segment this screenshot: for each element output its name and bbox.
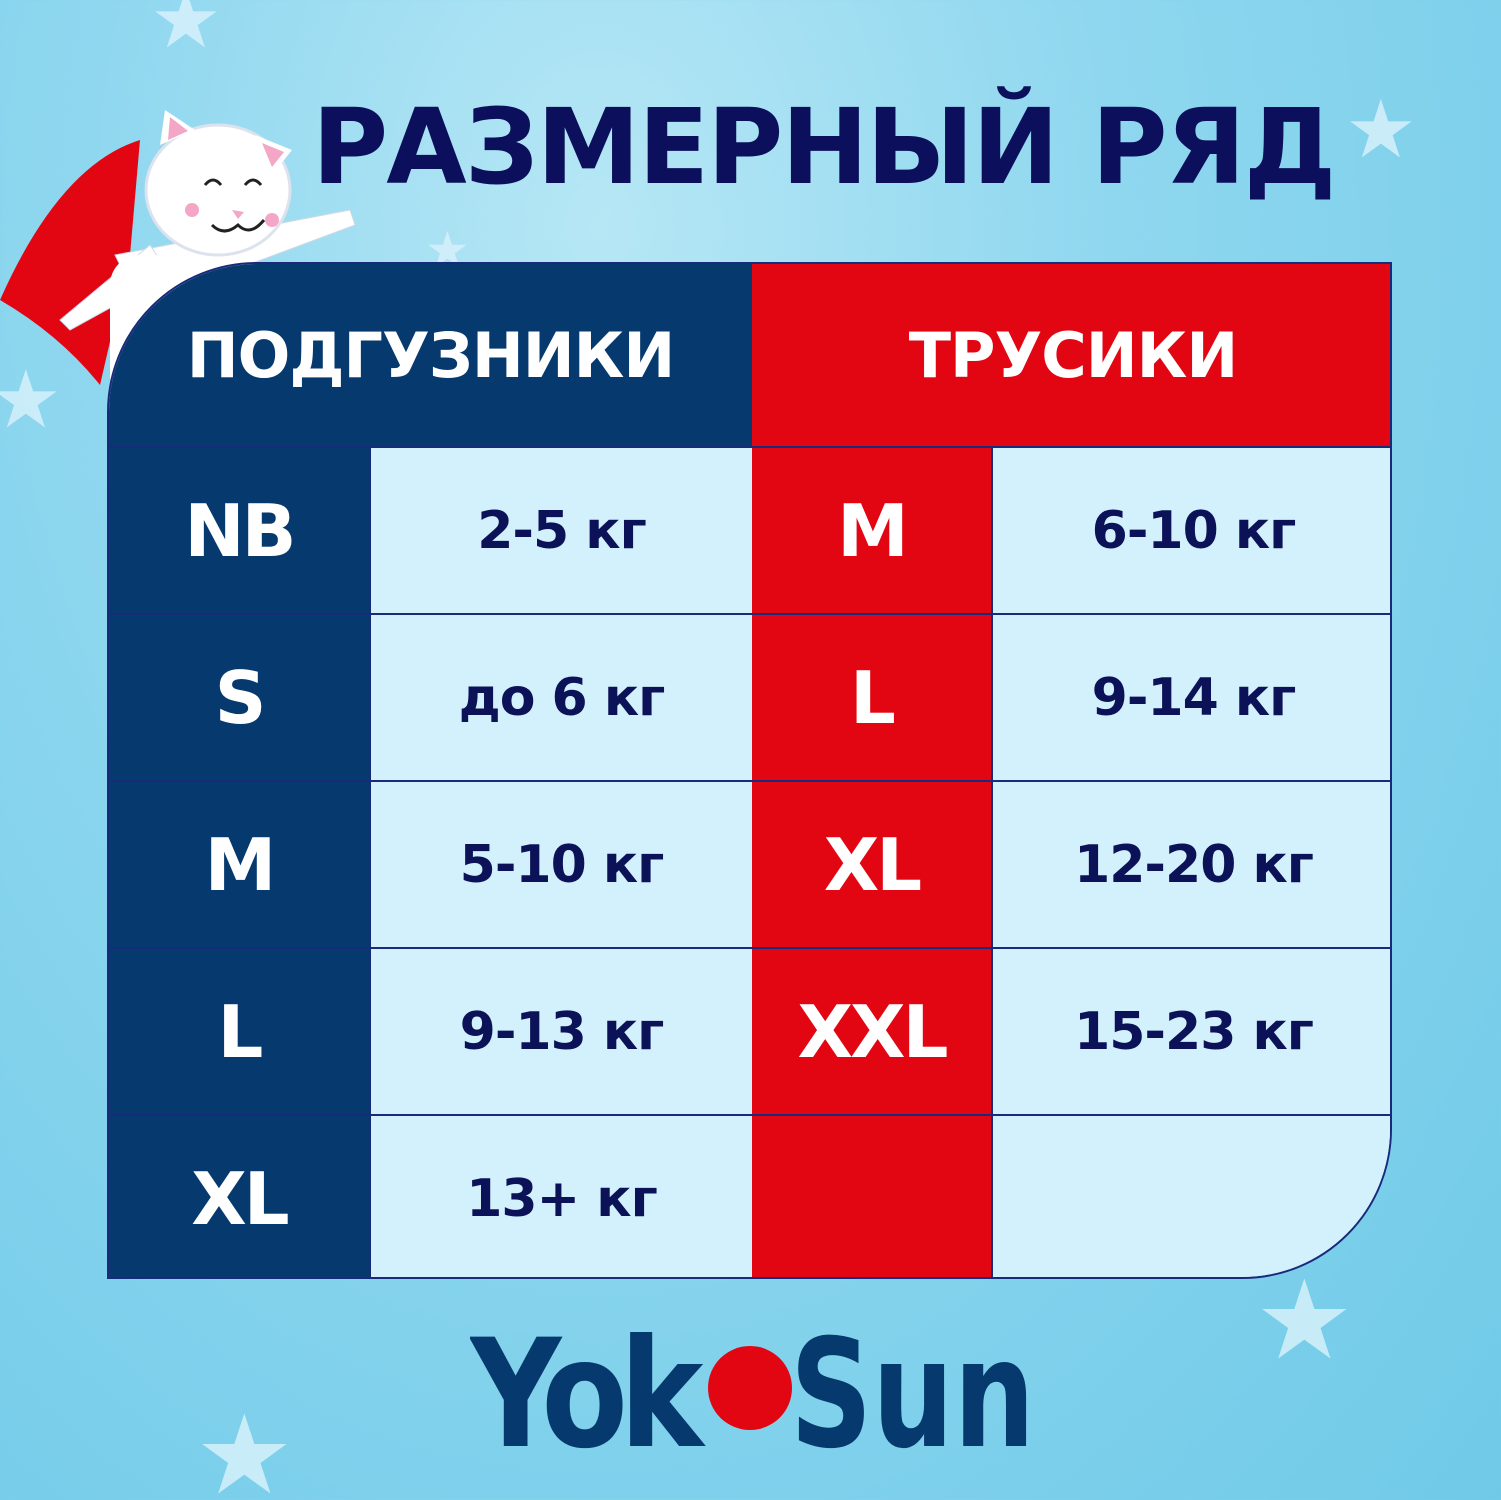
diaper-size: S xyxy=(109,613,369,780)
diaper-weight: 2-5 кг xyxy=(369,446,752,613)
pants-size-empty xyxy=(752,1114,991,1277)
pants-size: XXL xyxy=(752,947,991,1114)
diaper-weight: 13+ кг xyxy=(369,1114,752,1277)
pants-weight: 6-10 кг xyxy=(991,446,1390,613)
diaper-weight: 5-10 кг xyxy=(369,780,752,947)
pants-size: L xyxy=(752,613,991,780)
pants-weight-empty xyxy=(991,1114,1390,1277)
size-chart-table: ПОДГУЗНИКИ ТРУСИКИ NB 2-5 кг M 6-10 кг S… xyxy=(107,262,1392,1279)
star-icon: ★ xyxy=(195,1391,294,1500)
star-icon: ★ xyxy=(1345,83,1417,176)
pants-size: XL xyxy=(752,780,991,947)
pants-weight: 9-14 кг xyxy=(991,613,1390,780)
diaper-size: M xyxy=(109,780,369,947)
svg-text:Sun: Sun xyxy=(790,1318,1035,1458)
star-icon: ★ xyxy=(0,353,62,446)
diaper-size: L xyxy=(109,947,369,1114)
pants-weight: 12-20 кг xyxy=(991,780,1390,947)
diaper-size: XL xyxy=(109,1114,369,1277)
diaper-size: NB xyxy=(109,446,369,613)
diapers-header: ПОДГУЗНИКИ xyxy=(109,264,752,446)
page-title: РАЗМЕРНЫЙ РЯД xyxy=(312,86,1336,208)
star-icon: ★ xyxy=(150,0,222,66)
svg-text:Yok: Yok xyxy=(470,1318,706,1458)
diaper-weight: 9-13 кг xyxy=(369,947,752,1114)
pants-weight: 15-23 кг xyxy=(991,947,1390,1114)
star-icon: ★ xyxy=(1255,1256,1354,1384)
pants-header: ТРУСИКИ xyxy=(752,264,1390,446)
yokosun-logo: Yok Sun xyxy=(470,1318,1035,1458)
pants-size: M xyxy=(752,446,991,613)
diaper-weight: до 6 кг xyxy=(369,613,752,780)
